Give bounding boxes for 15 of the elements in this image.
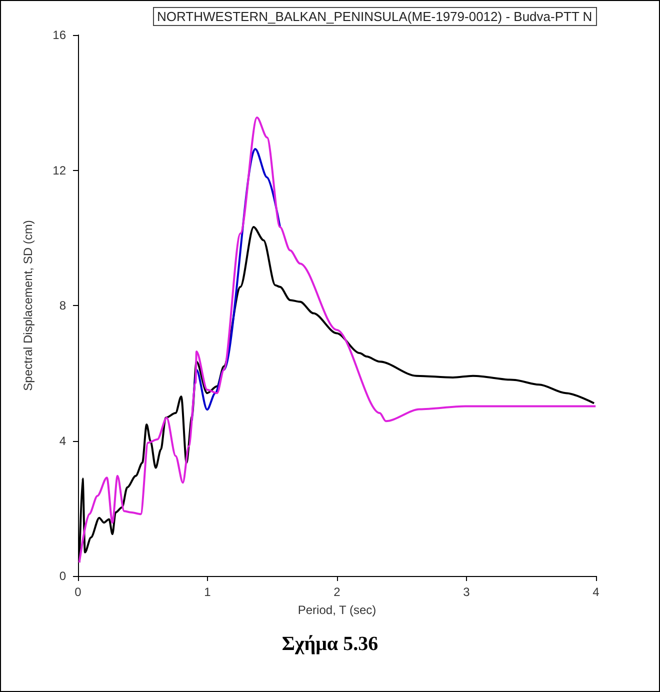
chart-title: NORTHWESTERN_BALKAN_PENINSULA(ME-1979-0012) - Budva-PTT N: [157, 9, 592, 24]
y-axis-title: Spectral Displacement, SD (cm): [21, 220, 35, 391]
x-tick-label: 3: [463, 585, 470, 599]
x-tick-label: 0: [74, 585, 82, 599]
y-tick-label: 8: [59, 298, 66, 312]
y-tick-label: 0: [59, 569, 66, 583]
line-series: [78, 116, 597, 564]
x-tick-label: 2: [334, 585, 341, 599]
y-tick-label: 4: [59, 434, 66, 448]
x-tick-label: 4: [592, 585, 600, 599]
text: Σχήμα 5.36: [282, 633, 378, 655]
y-tick-label: 12: [52, 163, 66, 178]
x-tick-label: 1: [204, 585, 212, 599]
x-axis-title: Period, T (sec): [298, 603, 376, 617]
y-tick-label: 16: [52, 28, 66, 42]
